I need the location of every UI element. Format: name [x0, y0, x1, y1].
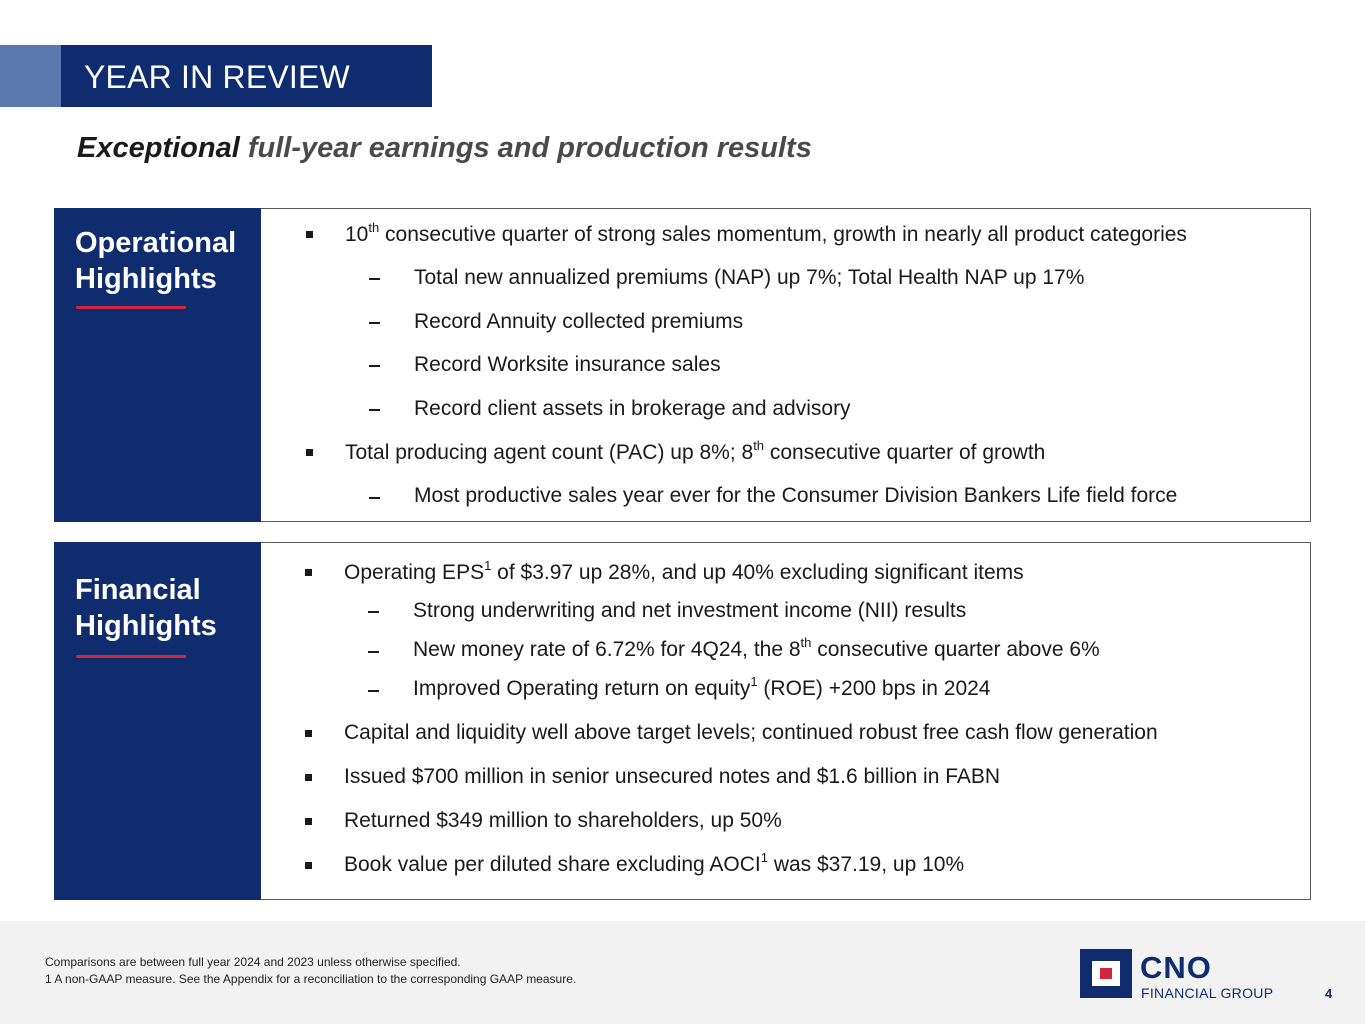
dash-icon — [368, 651, 379, 653]
financial-label-block: Financial Highlights — [54, 542, 261, 900]
list-item: 10th consecutive quarter of strong sales… — [345, 220, 1187, 246]
cno-logo-icon — [1080, 949, 1132, 998]
operational-label-underline — [76, 306, 186, 309]
operational-label-line1: Operational — [75, 227, 237, 259]
list-item: Record client assets in brokerage and ad… — [414, 397, 851, 420]
bullet-icon — [305, 569, 312, 576]
list-item: Issued $700 million in senior unsecured … — [344, 765, 1001, 788]
footnote-non-gaap: 1 A non-GAAP measure. See the Appendix f… — [45, 972, 577, 986]
bullet-icon — [305, 862, 312, 869]
title-accent-block — [0, 45, 61, 107]
dash-icon — [368, 690, 379, 692]
dash-icon — [369, 409, 380, 411]
bullet-icon — [306, 231, 313, 238]
bullet-icon — [305, 774, 312, 781]
list-item: Most productive sales year ever for the … — [414, 484, 1178, 507]
bullet-icon — [305, 818, 312, 825]
list-item: New money rate of 6.72% for 4Q24, the 8t… — [413, 635, 1100, 661]
operational-highlights-panel: Operational Highlights 10th consecutive … — [54, 208, 1311, 522]
list-item: Total new annualized premiums (NAP) up 7… — [414, 266, 1085, 289]
footer: Comparisons are between full year 2024 a… — [0, 921, 1365, 1024]
dash-icon — [369, 365, 380, 367]
operational-label-line2: Highlights — [75, 263, 217, 295]
subtitle: Exceptional full-year earnings and produ… — [77, 132, 812, 165]
operational-label-block: Operational Highlights — [54, 208, 261, 522]
dash-icon — [369, 278, 380, 280]
financial-label-line1: Financial — [75, 574, 201, 606]
list-item: Record Worksite insurance sales — [414, 353, 721, 376]
page-number: 4 — [1325, 986, 1333, 1001]
list-item: Book value per diluted share excluding A… — [344, 850, 965, 876]
subtitle-emphasis: Exceptional — [77, 132, 240, 164]
list-item: Improved Operating return on equity1 (RO… — [413, 674, 991, 700]
list-item: Capital and liquidity well above target … — [344, 721, 1158, 744]
dash-icon — [369, 497, 380, 499]
list-item: Record Annuity collected premiums — [414, 310, 744, 333]
title-bar: YEAR IN REVIEW — [61, 45, 432, 107]
page-title: YEAR IN REVIEW — [84, 59, 350, 95]
list-item: Operating EPS1 of $3.97 up 28%, and up 4… — [344, 558, 1024, 584]
financial-label-line2: Highlights — [75, 610, 217, 642]
list-item: Strong underwriting and net investment i… — [413, 599, 967, 622]
dash-icon — [368, 611, 379, 613]
logo-name: CNO — [1140, 950, 1212, 985]
subtitle-rest: full-year earnings and production result… — [239, 132, 812, 164]
footnote-comparisons: Comparisons are between full year 2024 a… — [45, 955, 461, 969]
logo-subtitle: FINANCIAL GROUP — [1141, 985, 1274, 1001]
dash-icon — [369, 322, 380, 324]
bullet-icon — [305, 730, 312, 737]
bullet-icon — [306, 449, 313, 456]
financial-highlights-panel: Financial Highlights Operating EPS1 of $… — [54, 542, 1311, 900]
list-item: Total producing agent count (PAC) up 8%;… — [345, 438, 1046, 464]
financial-label-underline — [76, 655, 186, 658]
list-item: Returned $349 million to shareholders, u… — [344, 809, 782, 832]
